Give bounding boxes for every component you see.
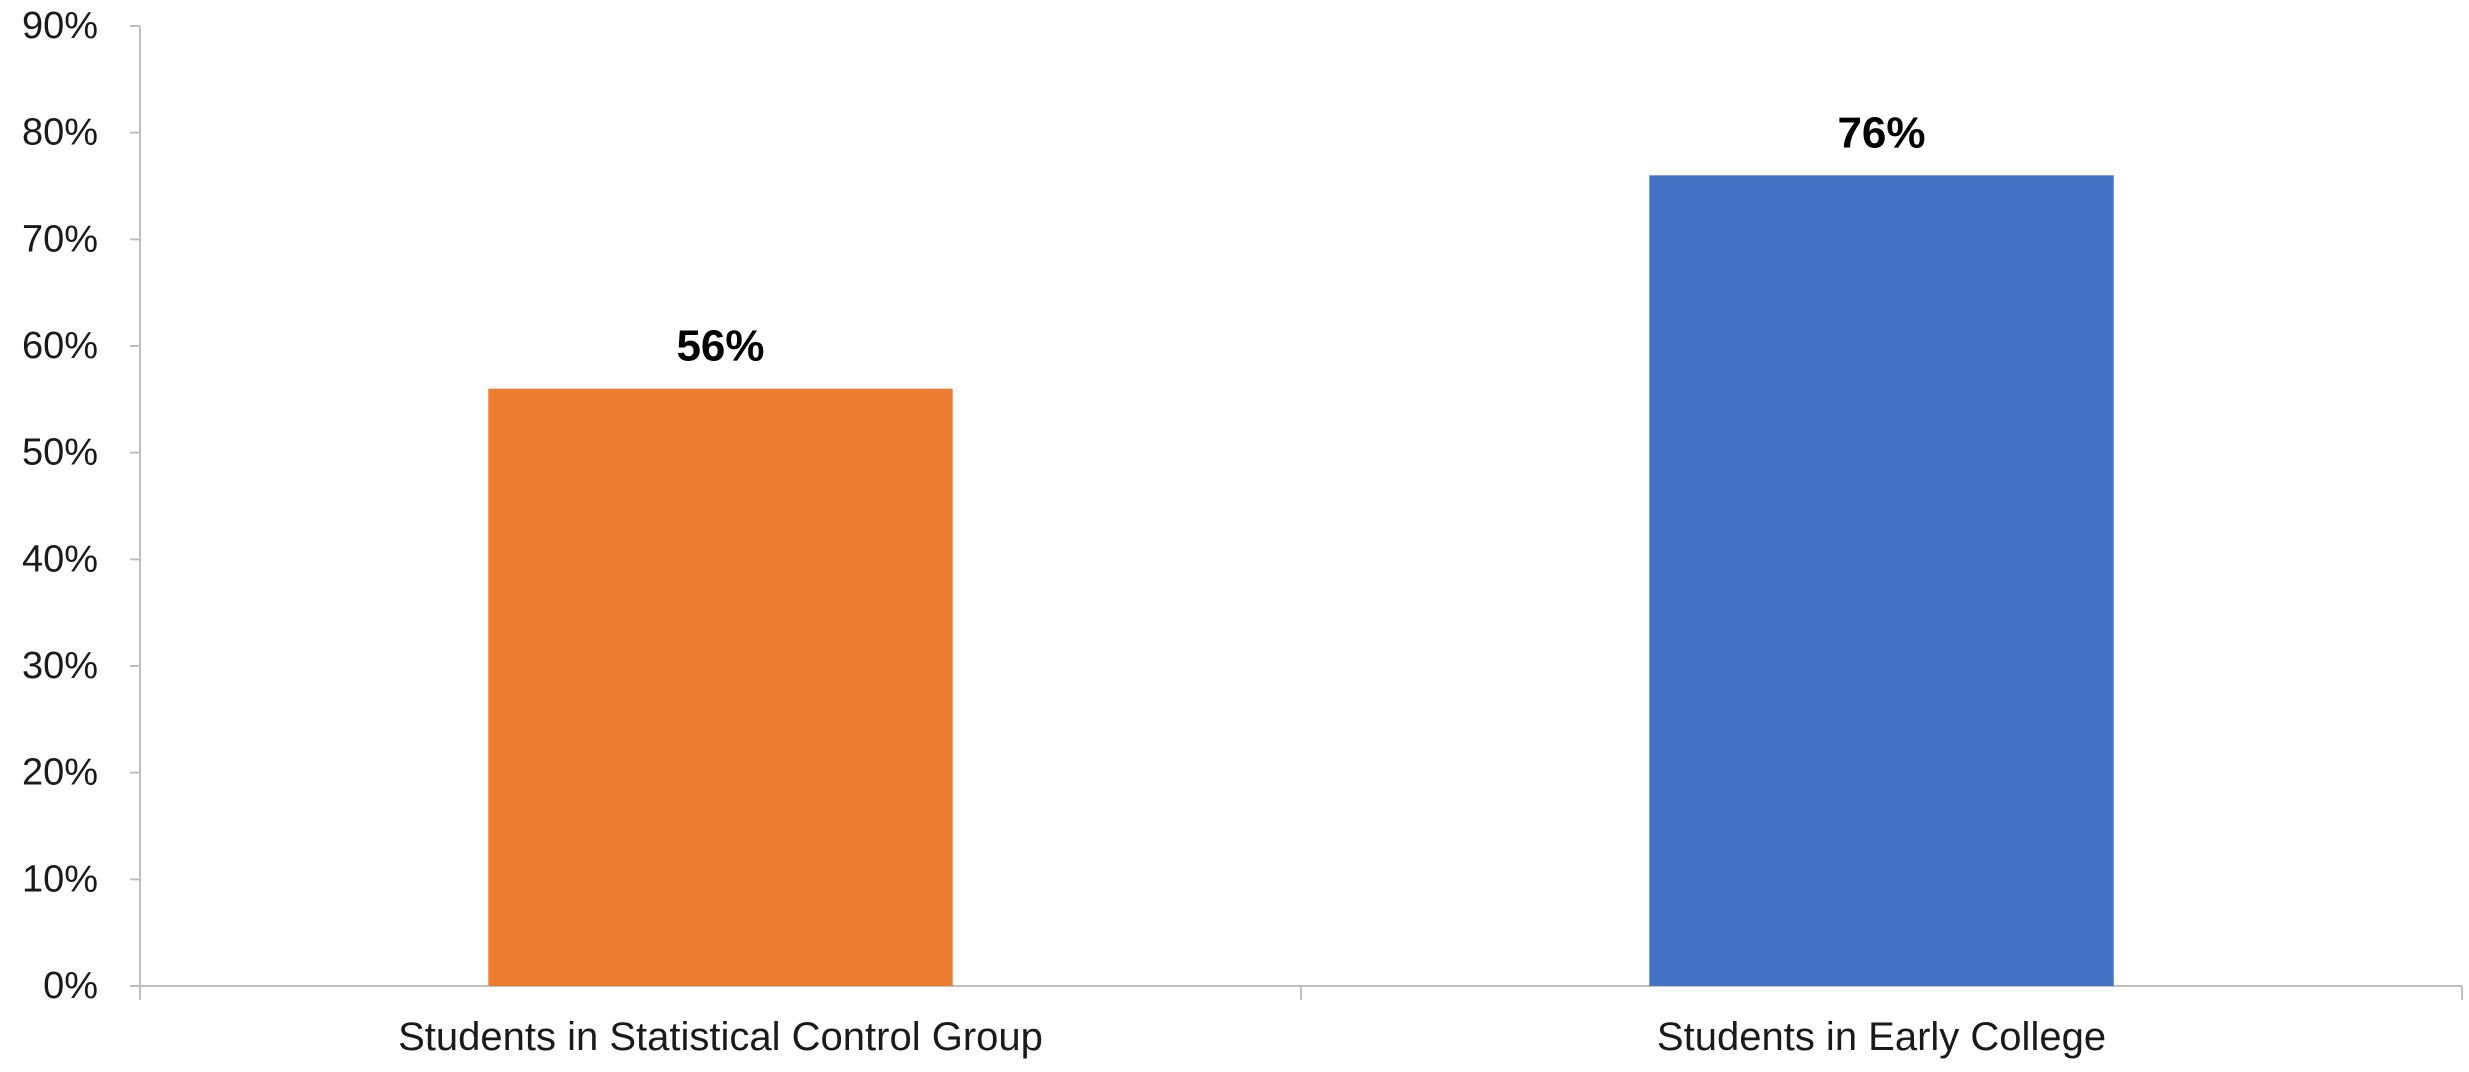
- x-axis: [139, 985, 2463, 1000]
- data-label: 56%: [676, 322, 764, 371]
- category-labels: Students in Statistical Control Group Stu…: [398, 1015, 2106, 1059]
- y-tick-label: 50%: [22, 432, 98, 474]
- y-tick-label: 30%: [22, 645, 98, 687]
- y-tick-label: 10%: [22, 858, 98, 900]
- bar: [488, 388, 953, 987]
- y-axis: 0% 10% 20% 30% 40% 50% 60% 70% 80% 90%: [22, 5, 141, 1007]
- y-tick-label: 60%: [22, 325, 98, 367]
- y-tick-label: 40%: [22, 538, 98, 580]
- bar: [1649, 175, 2114, 987]
- y-tick-label: 90%: [22, 5, 98, 47]
- bars: [488, 175, 2114, 987]
- y-tick-label: 20%: [22, 752, 98, 794]
- data-labels: 56% 76%: [676, 108, 1925, 370]
- y-tick-label: 0%: [43, 965, 98, 1007]
- category-label: Students in Early College: [1657, 1015, 2106, 1059]
- y-tick-label: 80%: [22, 112, 98, 154]
- category-label: Students in Statistical Control Group: [398, 1015, 1043, 1059]
- y-tick-label: 70%: [22, 218, 98, 260]
- data-label: 76%: [1837, 108, 1925, 157]
